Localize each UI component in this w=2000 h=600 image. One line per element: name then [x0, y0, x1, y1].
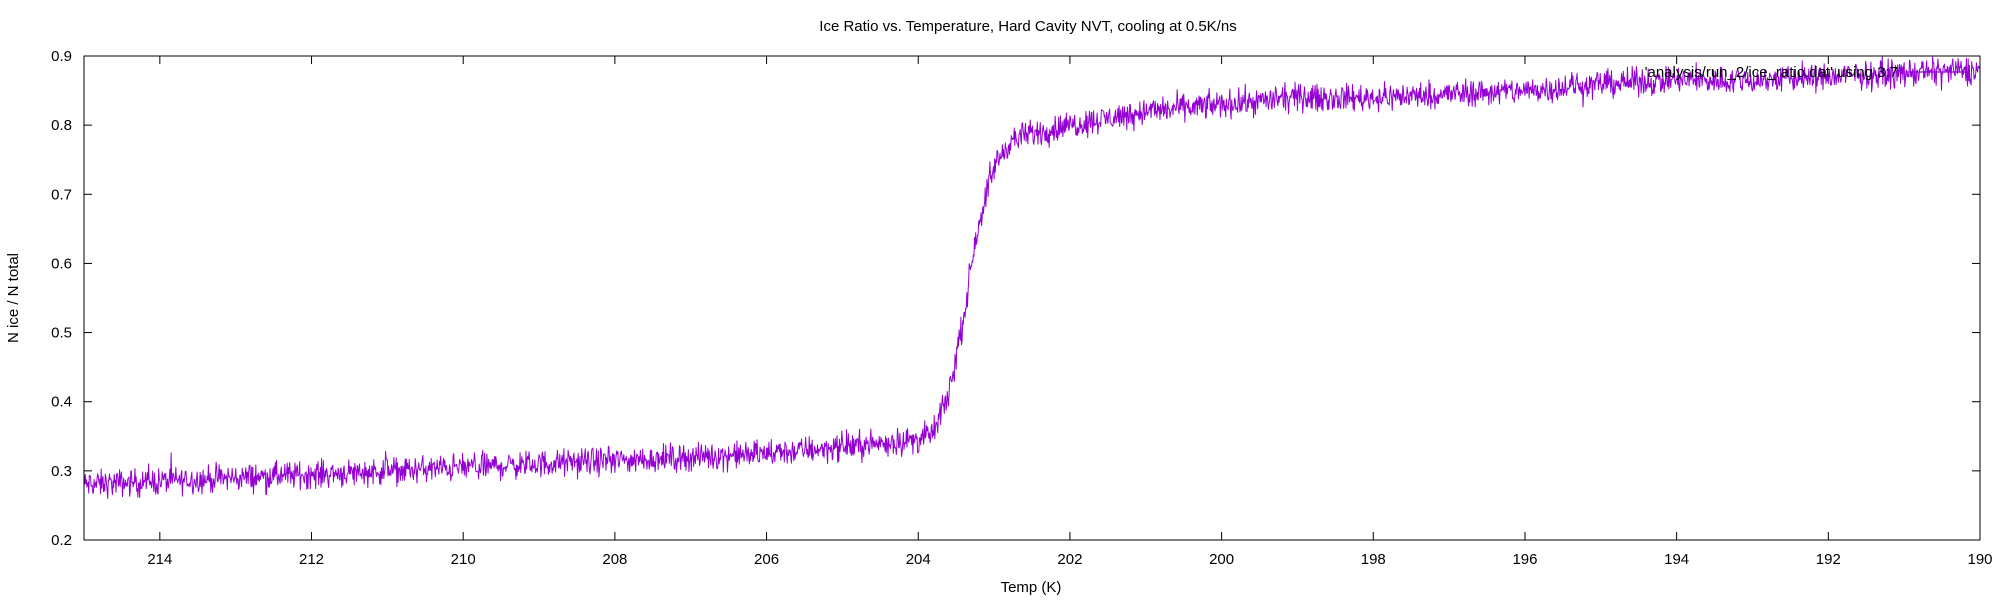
- legend: 'analysis/run_2/ice_ratio.dat' using 3:7: [1645, 64, 1970, 81]
- x-axis-ticks: 214 212 210 208 206 204 202 200 198 196 194 192 190: [147, 56, 1993, 568]
- x-tick-label: 200: [1209, 551, 1234, 568]
- y-axis-label: N ice / N total: [5, 253, 22, 343]
- x-tick-label: 198: [1361, 551, 1386, 568]
- x-tick-label: 214: [147, 551, 172, 568]
- series-line: [83, 56, 1981, 500]
- y-tick-label: 0.6: [51, 255, 72, 272]
- series-layer: [83, 56, 1981, 500]
- plot-frame: [83, 55, 1981, 541]
- x-tick-label: 210: [451, 551, 476, 568]
- legend-label: 'analysis/run_2/ice_ratio.dat' using 3:7: [1645, 64, 1898, 81]
- x-tick-label: 206: [754, 551, 779, 568]
- x-tick-label: 202: [1057, 551, 1082, 568]
- x-tick-label: 196: [1512, 551, 1537, 568]
- y-tick-label: 0.5: [51, 325, 72, 342]
- y-tick-label: 0.2: [51, 532, 72, 549]
- x-tick-label: 194: [1664, 551, 1689, 568]
- x-tick-label: 212: [299, 551, 324, 568]
- y-tick-label: 0.4: [51, 394, 72, 411]
- y-tick-label: 0.8: [51, 117, 72, 134]
- x-tick-label: 190: [1967, 551, 1992, 568]
- x-axis-label: Temp (K): [1001, 579, 1062, 596]
- y-tick-label: 0.7: [51, 186, 72, 203]
- x-tick-label: 204: [906, 551, 931, 568]
- x-tick-label: 208: [602, 551, 627, 568]
- x-tick-label: 192: [1816, 551, 1841, 568]
- chart-title: Ice Ratio vs. Temperature, Hard Cavity N…: [819, 18, 1236, 35]
- y-tick-label: 0.9: [51, 48, 72, 65]
- plot-area: [83, 55, 1981, 541]
- y-axis-ticks: 0.2 0.3 0.4 0.5 0.6 0.7 0.8 0.9: [51, 48, 1980, 549]
- y-tick-label: 0.3: [51, 463, 72, 480]
